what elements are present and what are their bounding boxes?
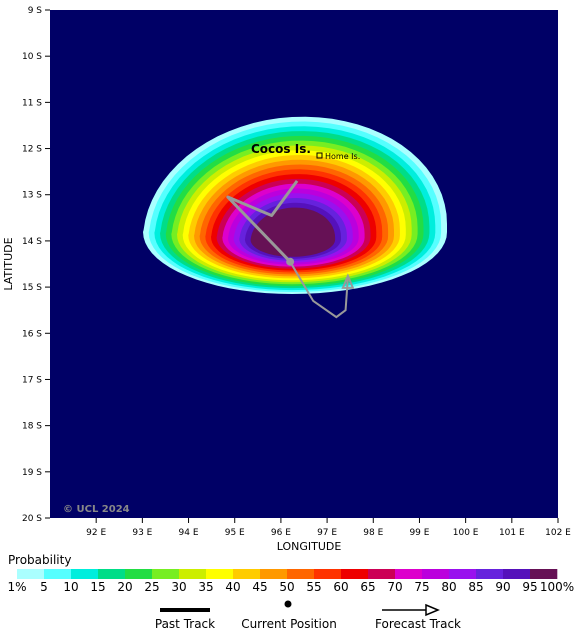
legend-color-swatch	[125, 569, 153, 579]
legend-color-swatch	[314, 569, 342, 579]
legend-tick-label: 80	[441, 580, 456, 594]
current-position-marker	[286, 257, 295, 266]
current-position-label: Current Position	[241, 617, 337, 631]
legend-tick-label: 5	[40, 580, 48, 594]
legend-color-swatch	[71, 569, 99, 579]
legend-tick-label: 65	[360, 580, 375, 594]
forecast-arrowhead-icon	[341, 273, 355, 289]
longitude-tick-label: 99 E	[409, 528, 429, 538]
legend-color-swatch	[422, 569, 450, 579]
latitude-tick-label: 19 S	[22, 468, 42, 478]
legend-tick-label: 30	[171, 580, 186, 594]
legend-color-swatch	[476, 569, 504, 579]
latitude-tick-label: 18 S	[22, 422, 42, 432]
latitude-tick-label: 13 S	[22, 191, 42, 201]
place-markers: Cocos Is. Home Is.	[251, 142, 360, 161]
town-label: Home Is.	[325, 152, 360, 161]
legend-color-swatch	[206, 569, 234, 579]
legend-color-swatch	[152, 569, 180, 579]
legend-color-swatch	[503, 569, 531, 579]
latitude-tick-label: 14 S	[22, 237, 42, 247]
legend-color-swatch	[530, 569, 558, 579]
y-axis-title: LATITUDE	[2, 237, 15, 290]
legend-color-swatch	[233, 569, 261, 579]
latitude-tick-label: 15 S	[22, 283, 42, 293]
storm-track	[226, 179, 355, 319]
latitude-tick-label: 16 S	[22, 329, 42, 339]
probability-legend: Probability 1% 5 10 15 20 25 30 35 40 45 50 55 60 65 7…	[7, 553, 574, 594]
latitude-tick-label: 12 S	[22, 145, 42, 155]
legend-tick-label: 1%	[7, 580, 26, 594]
probability-contours	[143, 116, 447, 294]
legend-labels: 1% 5 10 15 20 25 30 35 40 45 50 55 60 65 70 75 80 85 90 95 1…	[7, 580, 574, 594]
legend-tick-label: 95	[522, 580, 537, 594]
latitude-tick-label: 17 S	[22, 375, 42, 385]
longitude-tick-label: 101 E	[499, 528, 525, 538]
longitude-tick-label: 102 E	[545, 528, 571, 538]
longitude-tick-label: 95 E	[225, 528, 245, 538]
legend-color-swatch	[179, 569, 207, 579]
past-track-label: Past Track	[155, 617, 215, 631]
legend-color-swatch	[17, 569, 45, 579]
legend-tick-label: 85	[468, 580, 483, 594]
legend-color-swatch	[395, 569, 423, 579]
legend-tick-label: 75	[414, 580, 429, 594]
legend-colorbar	[17, 569, 558, 579]
island-label: Cocos Is.	[251, 142, 311, 156]
legend-color-swatch	[341, 569, 369, 579]
legend-tick-label: 45	[252, 580, 267, 594]
legend-tick-label: 60	[333, 580, 348, 594]
longitude-tick-label: 98 E	[363, 528, 383, 538]
longitude-tick-label: 97 E	[317, 528, 337, 538]
longitude-axis: 92 E 93 E 94 E 95 E 96 E 97 E 98 E 99 E 100 E 101…	[86, 518, 571, 538]
legend-color-swatch	[260, 569, 288, 579]
legend-color-swatch	[368, 569, 396, 579]
legend-tick-label: 25	[144, 580, 159, 594]
legend-tick-label: 55	[306, 580, 321, 594]
latitude-tick-label: 9 S	[28, 6, 43, 16]
latitude-axis: 9 S 10 S 11 S 12 S 13 S 14 S 15 S 16 S 17 S 18 S 1…	[22, 6, 50, 524]
legend-title: Probability	[8, 553, 71, 567]
legend-color-swatch	[449, 569, 477, 579]
longitude-tick-label: 94 E	[179, 528, 199, 538]
legend-tick-label: 20	[117, 580, 132, 594]
latitude-tick-label: 10 S	[22, 52, 42, 62]
legend-tick-label: 40	[225, 580, 240, 594]
legend-color-swatch	[98, 569, 126, 579]
map-panel: Cocos Is. Home Is. © UCL 2024	[50, 10, 558, 518]
longitude-tick-label: 96 E	[271, 528, 291, 538]
longitude-tick-label: 92 E	[86, 528, 106, 538]
legend-color-swatch	[287, 569, 315, 579]
legend-color-swatch	[44, 569, 72, 579]
latitude-tick-label: 11 S	[22, 98, 42, 108]
legend-tick-label: 10	[63, 580, 78, 594]
forecast-track-label: Forecast Track	[375, 617, 461, 631]
forecast-track-line	[289, 261, 349, 319]
town-marker	[316, 152, 323, 159]
copyright-label: © UCL 2024	[63, 504, 130, 515]
legend-tick-label: 100%	[540, 580, 574, 594]
current-position-symbol	[284, 600, 292, 608]
legend-tick-label: 50	[279, 580, 294, 594]
past-track-line	[226, 179, 299, 263]
longitude-tick-label: 100 E	[453, 528, 479, 538]
legend-tick-label: 15	[90, 580, 105, 594]
legend-tick-label: 70	[387, 580, 402, 594]
track-key: Past Track Current Position Forecast Tra…	[155, 600, 461, 631]
forecast-arrow-icon	[425, 603, 440, 617]
x-axis-title: LONGITUDE	[277, 540, 342, 553]
legend-tick-label: 35	[198, 580, 213, 594]
legend-tick-label: 90	[495, 580, 510, 594]
latitude-tick-label: 20 S	[22, 514, 42, 524]
longitude-tick-label: 93 E	[132, 528, 152, 538]
